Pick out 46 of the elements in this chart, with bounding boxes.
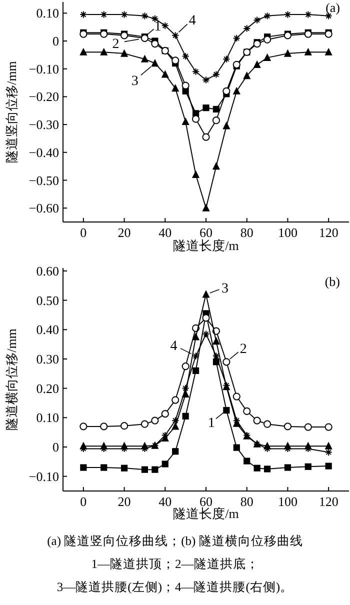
y-tick-label: 0.10 <box>36 410 59 426</box>
x-tick-label: 20 <box>118 225 131 240</box>
y-tick-label: −0.10 <box>28 61 59 76</box>
x-tick-label: 120 <box>318 225 338 240</box>
x-tick-label: 40 <box>158 494 172 509</box>
text: (a) 隧道竖向位移曲线；(b) 隧道横向位移曲线 <box>47 534 303 548</box>
y-tick-label: −0.30 <box>28 117 59 132</box>
y-tick-label: 0 <box>52 440 59 455</box>
x-tick-label: 100 <box>278 494 298 509</box>
x-tick-label: 80 <box>240 225 254 240</box>
y-tick-label: 0.10 <box>36 6 59 21</box>
x-tick-label: 100 <box>278 225 298 240</box>
x-tick-label: 80 <box>240 494 254 509</box>
y-tick-label: −0.50 <box>28 172 59 188</box>
y-tick-label: −0.60 <box>28 200 59 216</box>
y-tick-label: 0.50 <box>36 292 59 308</box>
x-tick-label: 20 <box>118 494 131 509</box>
legend-label: 1 <box>154 20 162 35</box>
series-label: 4 <box>170 338 178 354</box>
x-axis-title: 隧道长度/m <box>173 238 239 253</box>
legend-label: 2 <box>240 342 247 357</box>
annotation: (a) <box>326 0 340 15</box>
y-tick-label: −0.40 <box>28 144 59 160</box>
annotation: (b) <box>324 274 340 289</box>
x-axis-title: 隧道长度/m <box>173 506 239 521</box>
x-tick-label: 0 <box>80 494 87 509</box>
y-axis-title: 隧道横向位移/mm <box>4 328 19 430</box>
y-tick-label: 0 <box>52 34 59 49</box>
legend-label: 3 <box>222 281 228 296</box>
text: 1—隧道拱顶；2—隧道拱底； <box>91 557 259 571</box>
y-axis-title: 隧道竖向位移/mm <box>4 61 19 163</box>
y-tick-label: −0.10 <box>28 468 59 484</box>
x-tick-label: 60 <box>200 225 212 240</box>
x-tick-label: 40 <box>158 225 172 240</box>
y-tick-label: 0.30 <box>36 352 59 367</box>
y-tick-label: 0.20 <box>36 380 59 396</box>
y-tick-label: −0.20 <box>28 89 59 104</box>
x-tick-label: 0 <box>80 225 87 240</box>
y-tick-label: 0.40 <box>36 322 59 338</box>
text: 3—隧道拱腰(左侧)；4—隧道拱腰(右侧)。 <box>56 580 294 594</box>
y-tick-label: 0.60 <box>36 263 59 278</box>
series-label: 1 <box>208 416 215 432</box>
series-label: 2 <box>112 37 120 52</box>
series-label: 3 <box>131 74 138 90</box>
legend-label: 4 <box>188 13 196 28</box>
x-tick-label: 120 <box>318 494 338 509</box>
